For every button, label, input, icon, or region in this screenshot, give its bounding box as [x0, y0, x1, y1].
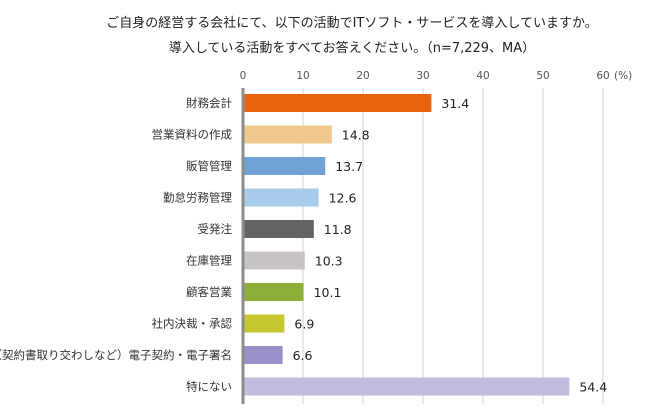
category-label: 特にない — [186, 380, 232, 394]
data-label: 10.1 — [314, 285, 342, 300]
category-label: 営業資料の作成 — [152, 128, 233, 142]
category-label: 勤怠労務管理 — [163, 191, 232, 205]
bar — [243, 94, 432, 112]
category-label: 在庫管理 — [186, 254, 232, 268]
bar — [243, 125, 332, 144]
bar — [243, 283, 304, 301]
x-axis-ticks: 0 10 20 30 40 50 60 — [240, 70, 610, 82]
x-tick-label: 30 — [416, 70, 429, 82]
x-tick-label: 40 — [476, 70, 489, 82]
x-tick-label: 50 — [536, 70, 549, 82]
x-tick-label: 60 — [596, 70, 609, 82]
data-label: 6.9 — [294, 317, 314, 332]
category-label: 受発注 — [198, 222, 233, 236]
data-label: 6.6 — [293, 348, 313, 363]
category-label: 社内決裁・承認 — [152, 317, 233, 331]
bar — [243, 346, 283, 364]
x-tick-label: 0 — [240, 70, 247, 82]
data-label: 31.4 — [441, 96, 469, 111]
category-label: 販管管理 — [186, 159, 232, 173]
data-label: 54.4 — [579, 380, 607, 395]
data-label: 12.6 — [329, 191, 357, 206]
data-label: 13.7 — [335, 159, 363, 174]
category-label: 財務会計 — [186, 96, 232, 110]
bar — [243, 251, 305, 270]
chart-title: ご自身の経営する会社にて、以下の活動でITソフト・サービスを導入していますか。 — [106, 15, 597, 31]
value-labels: 31.4 14.8 13.7 12.6 11.8 10.3 10.1 6.9 6.6 54.4 — [293, 96, 608, 395]
x-tick-label: 10 — [296, 70, 309, 82]
bar — [243, 314, 285, 333]
bars — [243, 94, 570, 396]
data-label: 10.3 — [315, 254, 343, 269]
chart-subtitle: 導入している活動をすべてお答えください。（n=7,229、MA） — [169, 40, 535, 56]
category-label: 顧客営業 — [186, 285, 232, 299]
x-tick-label: 20 — [356, 70, 369, 82]
data-label: 14.8 — [342, 128, 370, 143]
category-label: （契約書取り交わしなど）電子契約・電子署名 — [0, 348, 232, 362]
bar — [243, 188, 319, 207]
bar — [243, 377, 570, 396]
unit-label: (%) — [614, 70, 632, 82]
data-label: 11.8 — [324, 222, 352, 237]
bar — [243, 220, 314, 238]
bar — [243, 157, 326, 175]
gridlines — [302, 88, 604, 404]
